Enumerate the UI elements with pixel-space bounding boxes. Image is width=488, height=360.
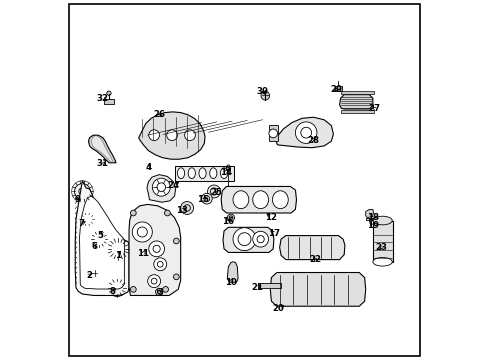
Polygon shape	[80, 196, 124, 289]
Text: 22: 22	[309, 255, 321, 264]
Text: 3: 3	[157, 288, 163, 297]
Circle shape	[81, 213, 94, 226]
Text: 31: 31	[97, 159, 109, 168]
Polygon shape	[221, 186, 296, 213]
Ellipse shape	[233, 191, 248, 209]
Polygon shape	[147, 175, 175, 202]
Text: 28: 28	[307, 136, 319, 145]
Text: 27: 27	[367, 104, 380, 113]
Text: 24: 24	[167, 181, 179, 190]
Circle shape	[166, 130, 177, 140]
Circle shape	[155, 288, 163, 296]
Circle shape	[268, 129, 277, 138]
Circle shape	[295, 122, 316, 143]
Text: 2: 2	[86, 270, 92, 279]
Polygon shape	[91, 135, 113, 163]
Polygon shape	[279, 235, 344, 260]
Circle shape	[173, 238, 179, 244]
Circle shape	[152, 178, 170, 196]
Circle shape	[227, 214, 234, 221]
Text: 8: 8	[109, 287, 115, 296]
Text: 1: 1	[115, 251, 121, 260]
Text: 21: 21	[250, 283, 263, 292]
Text: 14: 14	[219, 168, 231, 177]
Circle shape	[180, 202, 193, 215]
Text: 29: 29	[329, 85, 341, 94]
Ellipse shape	[177, 168, 184, 179]
Ellipse shape	[220, 168, 227, 179]
Text: 23: 23	[375, 243, 386, 252]
Text: 20: 20	[272, 304, 284, 313]
Circle shape	[184, 130, 195, 140]
Polygon shape	[270, 273, 365, 306]
Polygon shape	[365, 218, 372, 220]
Text: 30: 30	[256, 86, 268, 95]
Polygon shape	[227, 262, 238, 282]
Text: 15: 15	[197, 195, 209, 204]
Polygon shape	[129, 204, 180, 296]
Circle shape	[252, 231, 268, 247]
Bar	[341, 91, 373, 94]
Bar	[268, 125, 277, 141]
Ellipse shape	[188, 168, 195, 179]
Ellipse shape	[252, 191, 268, 209]
Circle shape	[130, 210, 136, 216]
Text: 7: 7	[78, 219, 85, 228]
Ellipse shape	[372, 257, 391, 266]
Circle shape	[148, 241, 164, 257]
Ellipse shape	[199, 168, 206, 179]
Circle shape	[163, 287, 168, 292]
Circle shape	[261, 91, 269, 100]
Circle shape	[91, 231, 107, 247]
Circle shape	[233, 228, 255, 251]
Ellipse shape	[372, 216, 391, 225]
Text: 4: 4	[145, 163, 151, 172]
Text: 19: 19	[366, 221, 378, 230]
Text: 25: 25	[210, 188, 222, 197]
Polygon shape	[139, 112, 204, 159]
Text: 16: 16	[222, 217, 234, 226]
Text: 17: 17	[267, 229, 280, 238]
Text: 13: 13	[175, 206, 187, 215]
Ellipse shape	[209, 168, 217, 179]
Bar	[341, 110, 373, 113]
Circle shape	[148, 130, 159, 140]
Polygon shape	[88, 135, 116, 163]
Polygon shape	[276, 117, 333, 148]
Circle shape	[173, 274, 179, 280]
Circle shape	[107, 238, 129, 260]
Bar	[372, 221, 392, 262]
Circle shape	[153, 258, 166, 271]
Polygon shape	[339, 95, 372, 109]
Circle shape	[92, 270, 97, 276]
Polygon shape	[75, 181, 129, 296]
Text: 10: 10	[224, 278, 236, 287]
Circle shape	[207, 185, 220, 198]
Circle shape	[130, 287, 136, 292]
Bar	[334, 86, 341, 91]
Polygon shape	[223, 227, 273, 252]
Bar	[174, 166, 233, 181]
Text: 5: 5	[97, 231, 103, 240]
Text: 12: 12	[265, 213, 277, 222]
Ellipse shape	[272, 191, 287, 209]
Text: 32: 32	[97, 94, 109, 103]
Circle shape	[108, 279, 126, 297]
Text: 9: 9	[75, 195, 81, 204]
Circle shape	[97, 225, 106, 234]
Circle shape	[74, 184, 90, 199]
Text: 11: 11	[137, 249, 149, 258]
Circle shape	[226, 166, 230, 171]
Circle shape	[164, 210, 170, 216]
Circle shape	[106, 91, 111, 95]
Text: 18: 18	[366, 213, 378, 222]
Bar	[104, 99, 114, 104]
Circle shape	[132, 222, 152, 242]
Text: 26: 26	[153, 110, 165, 119]
Polygon shape	[365, 210, 373, 218]
Bar	[258, 283, 281, 288]
Circle shape	[147, 275, 160, 288]
Text: 6: 6	[91, 242, 98, 251]
Circle shape	[201, 193, 212, 204]
